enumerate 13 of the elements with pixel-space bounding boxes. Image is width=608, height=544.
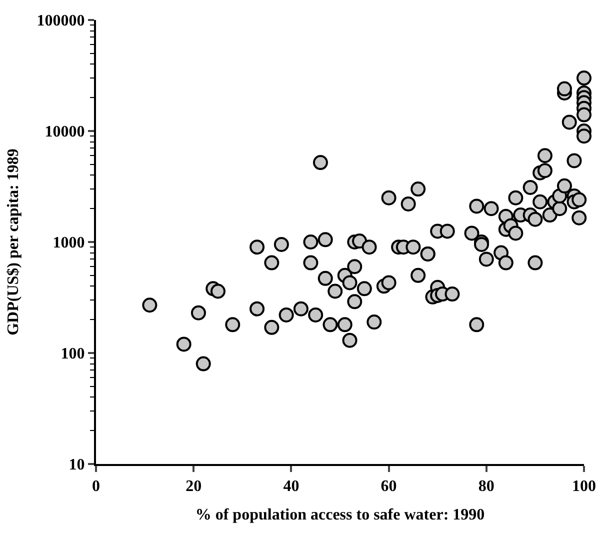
x-tick-label: 0 <box>92 478 100 496</box>
x-tick-label: 60 <box>380 478 397 496</box>
y-tick-label: 100 <box>60 346 85 363</box>
x-tick-label: 40 <box>283 478 300 496</box>
x-axis-title: % of population access to safe water: 1990 <box>195 506 485 524</box>
y-tick-label: 10 <box>68 456 85 474</box>
y-axis-title: GDP(US$) per capita: 1989 <box>5 148 22 336</box>
y-tick-label: 10000 <box>44 124 85 141</box>
x-tick-label: 80 <box>478 478 494 496</box>
y-tick-label: 1000 <box>52 234 85 252</box>
x-tick-label: 100 <box>572 478 596 496</box>
y-tick-label: 100000 <box>36 12 85 30</box>
x-tick-label: 20 <box>186 478 202 496</box>
